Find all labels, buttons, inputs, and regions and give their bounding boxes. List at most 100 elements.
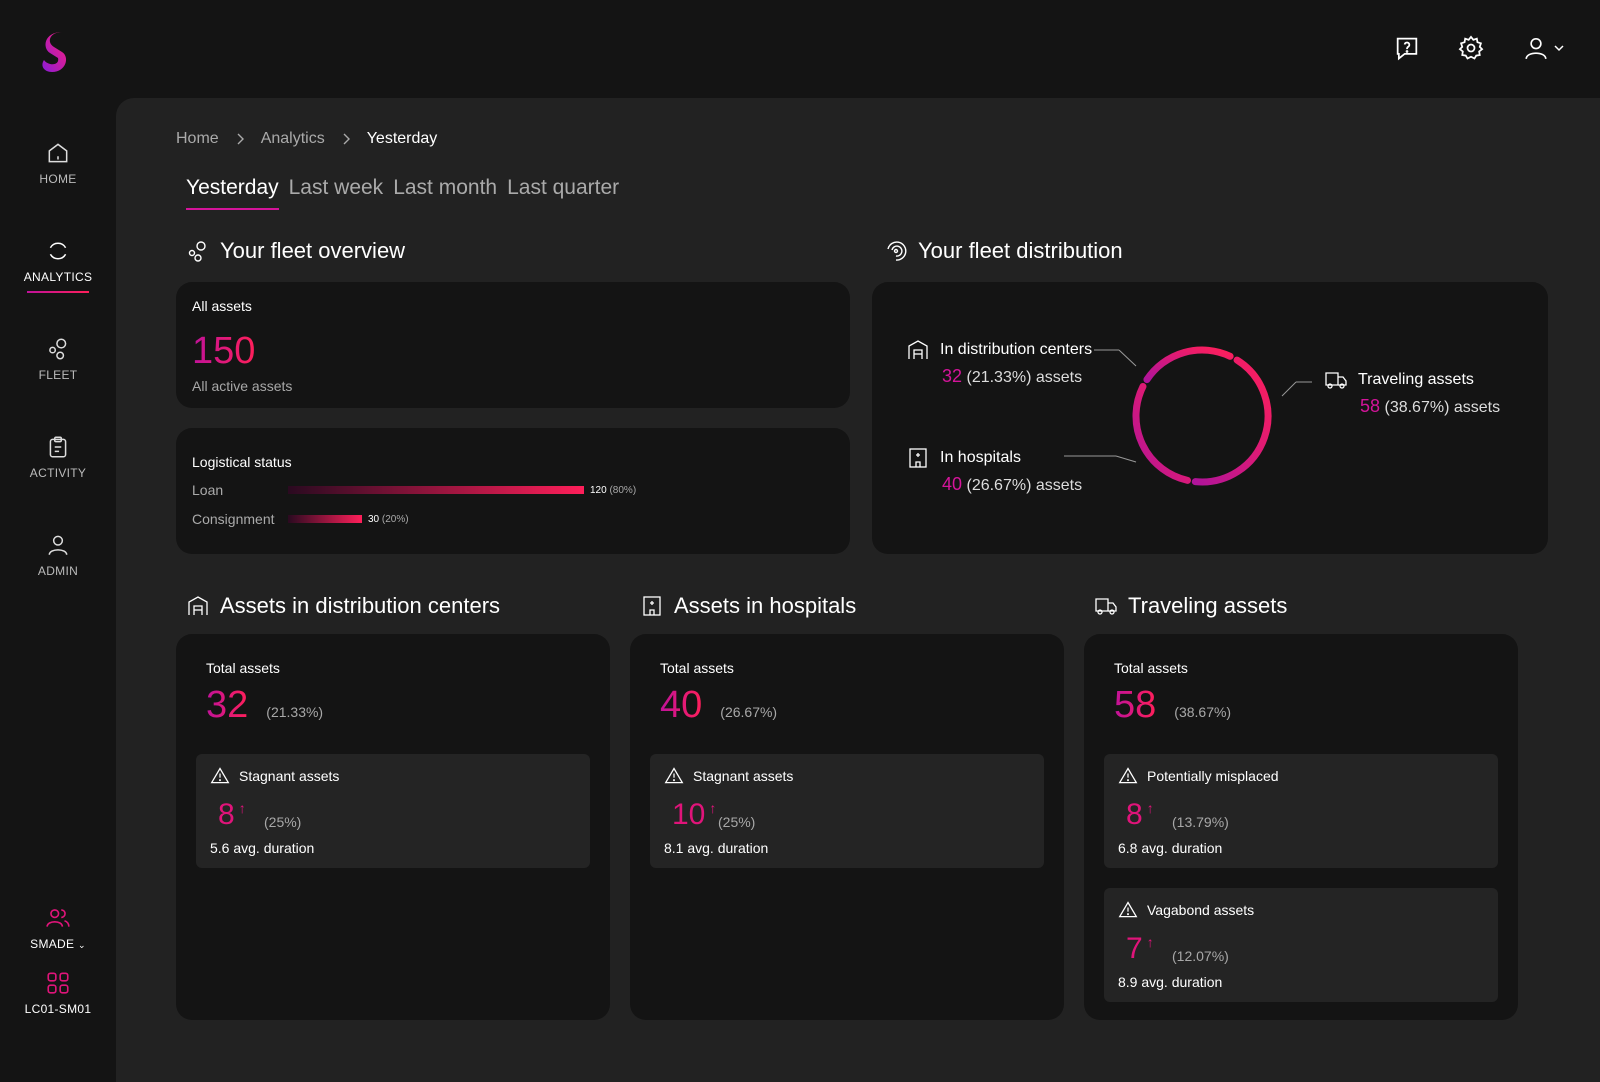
warning-icon: [210, 767, 230, 784]
section-card-distribution-centers: Total assets 32 (21.33%) Stagnant assets 8 ↑(…: [176, 634, 610, 1020]
main-content: Home Analytics Yesterday Yesterday Last …: [116, 98, 1600, 1082]
alert-pct: (13.79%): [1172, 814, 1229, 830]
total-assets-label: Total assets: [1114, 660, 1188, 676]
section-title-text: Assets in hospitals: [674, 593, 857, 618]
alert-label: Stagnant assets: [693, 768, 794, 784]
sidebar-item-activity[interactable]: ACTIVITY: [0, 434, 116, 480]
hospital-icon: [643, 596, 661, 616]
arrow-up-icon: ↑: [238, 800, 246, 816]
bar-value-pct: (20%): [381, 513, 409, 525]
donut-chart: [1064, 346, 1312, 486]
sidebar-item-home[interactable]: HOME: [0, 140, 116, 186]
legend-detail: (38.67%) assets: [1384, 399, 1501, 416]
breadcrumb-home[interactable]: Home: [176, 130, 219, 147]
bar-row-consignment: Consignment 30 (20%): [192, 511, 409, 527]
tab-last-quarter[interactable]: Last quarter: [507, 176, 620, 199]
sidebar-item-label: ADMIN: [37, 564, 79, 578]
bar-value: 30 (20%): [368, 514, 409, 525]
warehouse-icon: [188, 596, 208, 615]
sidebar-item-analytics[interactable]: ANALYTICS: [0, 238, 116, 293]
legend-value: 32: [942, 366, 963, 386]
legend-label: In hospitals: [940, 449, 1021, 466]
breadcrumb-analytics[interactable]: Analytics: [260, 130, 325, 147]
truck-icon: [1325, 372, 1347, 389]
total-assets-value: 32: [206, 684, 249, 726]
alert-value: 10 ↑: [672, 798, 716, 832]
alert-label: Potentially misplaced: [1147, 768, 1279, 784]
legend-value: 40: [942, 474, 963, 494]
sidebar-item-label: ACTIVITY: [29, 466, 87, 480]
breadcrumb-current: Yesterday: [366, 130, 438, 147]
donut-segment-hospitals[interactable]: [1132, 382, 1191, 484]
help-icon[interactable]: [1393, 34, 1421, 62]
user-icon: [1525, 37, 1547, 60]
legend-label: In distribution centers: [940, 341, 1093, 358]
tab-yesterday[interactable]: Yesterday: [186, 176, 279, 210]
alert-value: 7 ↑: [1126, 932, 1154, 966]
legend-label: Traveling assets: [1358, 371, 1474, 388]
alert-header: Stagnant assets: [664, 766, 793, 786]
active-indicator: [27, 291, 89, 293]
alert-label: Stagnant assets: [239, 768, 340, 784]
alert-card[interactable]: Stagnant assets 8 ↑ (25%) 5.6 avg. duration: [196, 754, 590, 868]
tab-last-week[interactable]: Last week: [288, 176, 384, 199]
sidebar-item-fleet[interactable]: FLEET: [0, 336, 116, 382]
arrow-up-icon: ↑: [709, 800, 717, 816]
org-name: SMADE: [30, 937, 75, 951]
fleet-icon: [188, 241, 206, 262]
total-assets-pct: (21.33%): [266, 704, 324, 720]
sidebar: HOME ANALYTICS FLEET ACTIVITY ADMIN SMAD…: [0, 0, 116, 1082]
alert-value-number: 8: [1126, 798, 1143, 831]
leader-line-traveling: [1281, 381, 1297, 397]
alert-header: Vagabond assets: [1118, 900, 1254, 920]
total-assets: 40 (26.67%): [660, 684, 777, 727]
alert-card[interactable]: Vagabond assets 7 ↑ (12.07%) 8.9 avg. durati…: [1104, 888, 1498, 1002]
donut-segments: [1132, 346, 1272, 486]
total-assets-pct: (38.67%): [1174, 704, 1232, 720]
warning-icon: [1118, 767, 1138, 784]
sidebar-item-label: HOME: [39, 172, 77, 186]
period-tabs: Yesterday Last week Last month Last quar…: [186, 176, 619, 210]
all-assets-card: All assets 150 All active assets: [176, 282, 850, 408]
bar-value: 120 (80%): [590, 485, 636, 496]
warehouse-icon: [908, 340, 928, 359]
warning-icon: [664, 767, 684, 784]
total-assets-pct: (26.67%): [720, 704, 778, 720]
device-selector[interactable]: LC01-SM01: [0, 970, 116, 1016]
alert-value-number: 10: [672, 798, 706, 831]
chevron-right-icon: [237, 133, 244, 145]
alert-value: 8 ↑: [218, 798, 246, 832]
org-selector[interactable]: SMADE ⌄: [0, 905, 116, 951]
arrow-up-icon: ↑: [1146, 934, 1154, 950]
sidebar-item-admin[interactable]: ADMIN: [0, 532, 116, 578]
brand-logo[interactable]: [40, 30, 76, 74]
alert-card[interactable]: Potentially misplaced 8 ↑ (13.79%) 6.8 avg. …: [1104, 754, 1498, 868]
fleet-distribution-card: In distribution centers 32 (21.33%) asse…: [872, 282, 1548, 554]
tab-last-month[interactable]: Last month: [393, 176, 498, 199]
section-title-text: Traveling assets: [1128, 593, 1288, 618]
legend-traveling: Traveling assets 58 (38.67%) assets: [1324, 368, 1500, 417]
settings-icon[interactable]: [1457, 34, 1485, 62]
target-icon: [887, 241, 907, 261]
alert-header: Stagnant assets: [210, 766, 339, 786]
legend-hospitals: In hospitals 40 (26.67%) assets: [906, 446, 1082, 495]
section-card-hospitals: Total assets 40 (26.67%) Stagnant assets 10 ↑…: [630, 634, 1064, 1020]
legend-value: 58: [1360, 396, 1381, 416]
grid-icon: [47, 972, 69, 994]
arrow-up-icon: ↑: [1146, 800, 1154, 816]
total-assets-label: Total assets: [660, 660, 734, 676]
donut-segment-distribution[interactable]: [1143, 346, 1234, 384]
alert-card[interactable]: Stagnant assets 10 ↑ (25%) 8.1 avg. duration: [650, 754, 1044, 868]
user-menu[interactable]: [1523, 34, 1565, 62]
section-title-distribution-centers: Assets in distribution centers: [186, 593, 500, 619]
leader-line-hospitals: [1115, 455, 1137, 463]
card-label: All assets: [192, 298, 252, 314]
section-title-hospitals: Assets in hospitals: [640, 593, 856, 619]
all-assets-sub: All active assets: [192, 378, 293, 394]
truck-icon: [1095, 598, 1117, 615]
section-title-traveling: Traveling assets: [1094, 593, 1287, 619]
hospital-icon: [909, 448, 927, 468]
alert-duration: 6.8 avg. duration: [1118, 840, 1223, 856]
donut-segment-traveling[interactable]: [1191, 356, 1272, 486]
section-title-text: Assets in distribution centers: [220, 593, 501, 618]
